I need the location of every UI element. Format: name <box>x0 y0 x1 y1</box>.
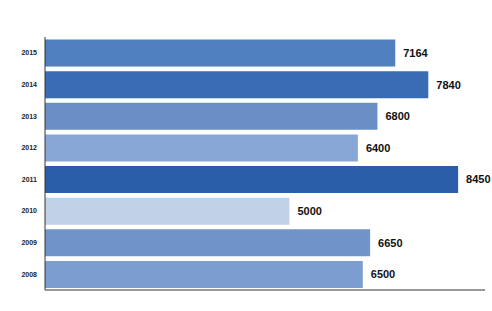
svg-text:6650: 6650 <box>378 237 402 249</box>
svg-text:6800: 6800 <box>385 110 409 122</box>
svg-text:2008: 2008 <box>21 271 37 278</box>
svg-text:2012: 2012 <box>21 144 37 151</box>
svg-text:5000: 5000 <box>297 205 321 217</box>
svg-text:2010: 2010 <box>21 207 37 214</box>
svg-text:2015: 2015 <box>21 49 37 56</box>
svg-text:8450: 8450 <box>466 173 484 185</box>
svg-text:6500: 6500 <box>371 268 395 280</box>
svg-text:7164: 7164 <box>403 47 428 59</box>
svg-text:2013: 2013 <box>21 113 37 120</box>
svg-text:2014: 2014 <box>21 81 37 88</box>
svg-text:6400: 6400 <box>366 142 390 154</box>
svg-text:2009: 2009 <box>21 239 37 246</box>
svg-text:7840: 7840 <box>436 79 460 91</box>
svg-text:2011: 2011 <box>22 176 37 183</box>
